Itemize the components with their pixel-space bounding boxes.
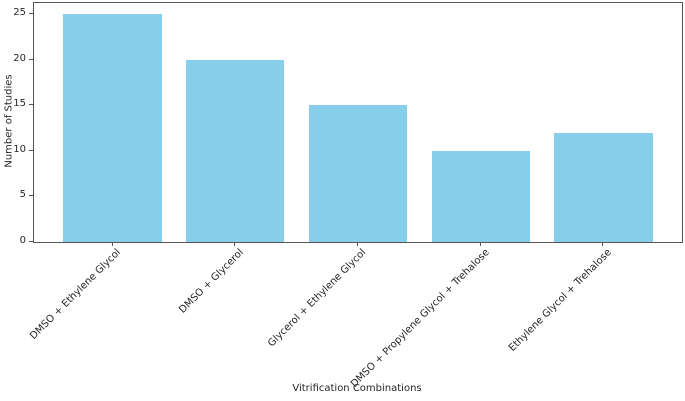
y-tick-label: 10 — [13, 143, 26, 155]
x-axis-label: Vitrification Combinations — [292, 383, 422, 394]
y-tick-mark — [29, 13, 33, 15]
y-tick-mark — [29, 104, 33, 106]
x-tick-mark — [479, 242, 481, 246]
bar — [63, 14, 162, 242]
plot-area — [33, 2, 683, 243]
x-tick-mark — [357, 242, 358, 246]
bar — [186, 59, 285, 242]
x-tick-label: Glycerol + Ethylene Glycol — [266, 247, 369, 350]
x-tick-mark — [602, 242, 604, 246]
bar — [308, 105, 408, 242]
x-tick-label: DMSO + Ethylene Glycol — [28, 247, 124, 342]
x-tick-label: Ethylene Glycol + Trehalose — [507, 247, 615, 354]
x-tick-mark — [234, 242, 236, 246]
bar — [431, 150, 530, 242]
y-tick-mark — [29, 58, 33, 60]
x-tick-label: DMSO + Propylene Glycol + Trehalose — [348, 247, 492, 390]
y-tick-label: 5 — [19, 189, 26, 201]
y-tick-mark — [29, 195, 33, 197]
x-tick-mark — [111, 242, 113, 246]
y-tick-mark — [29, 241, 33, 242]
y-tick-mark — [29, 149, 33, 151]
y-tick-label: 15 — [13, 98, 26, 110]
y-tick-label: 20 — [13, 52, 26, 64]
y-tick-label: 0 — [19, 235, 26, 246]
bar — [554, 132, 653, 242]
y-tick-label: 25 — [13, 7, 26, 19]
x-tick-label: DMSO + Glycerol — [177, 247, 247, 316]
